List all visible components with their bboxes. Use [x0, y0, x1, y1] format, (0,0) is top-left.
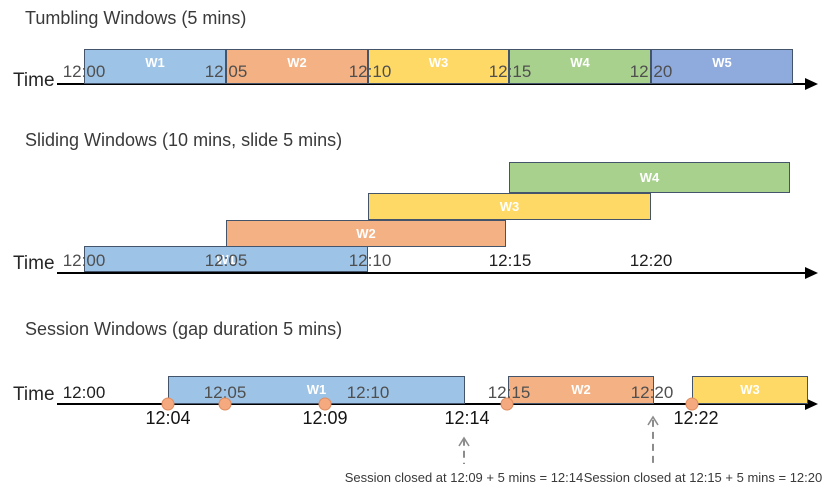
time-tick-label: 12:05 — [204, 251, 248, 270]
time-axis-label: Time — [13, 253, 55, 274]
event-time-label: 12:04 — [145, 408, 191, 428]
time-tick-label: 12:00 — [62, 383, 106, 402]
window-box: W5 — [651, 49, 793, 84]
window-box: W4 — [509, 49, 651, 84]
time-tick-label: 12:10 — [346, 383, 390, 402]
time-tick-label: 12:15 — [487, 383, 531, 402]
time-tick-label: 12:20 — [630, 383, 674, 402]
timeline-arrowhead-icon — [805, 267, 818, 279]
window-label: W4 — [570, 55, 590, 70]
time-tick-label: 12:10 — [348, 62, 392, 81]
sliding-section-title: Sliding Windows (10 mins, slide 5 mins) — [25, 130, 343, 150]
window-label: W3 — [428, 55, 449, 70]
event-dot — [318, 397, 332, 411]
session-closed-note: Session closed at 12:09 + 5 mins = 12:14 — [344, 470, 584, 485]
session-closed-note: Session closed at 12:15 + 5 mins = 12:20 — [583, 470, 823, 485]
event-time-label: 12:14 — [444, 408, 490, 428]
window-box: W3 — [368, 193, 651, 220]
timeline-arrowhead-icon — [805, 398, 818, 410]
timeline-arrowhead-icon — [805, 78, 818, 90]
window-box: W3 — [692, 376, 808, 404]
time-axis-label: Time — [13, 384, 55, 405]
session-section-title: Session Windows (gap duration 5 mins) — [25, 319, 343, 339]
window-box: W2 — [226, 220, 506, 247]
time-tick-label: 12:00 — [62, 62, 106, 81]
window-label: W4 — [639, 170, 660, 185]
window-box: W3 — [368, 49, 509, 84]
window-label: W2 — [287, 55, 307, 70]
timeline-line — [57, 403, 807, 405]
time-tick-label: 12:15 — [488, 62, 532, 81]
event-dot — [500, 397, 514, 411]
window-label: W1 — [216, 251, 236, 267]
time-axis-label: Time — [13, 70, 55, 91]
event-time-label: 12:09 — [302, 408, 348, 428]
time-tick-label: 12:15 — [488, 251, 532, 270]
event-dot — [685, 397, 699, 411]
time-tick-label: 12:05 — [204, 62, 248, 81]
window-box: W1 — [168, 376, 465, 404]
up-arrow-icon — [456, 436, 472, 464]
time-tick-label: 12:10 — [348, 251, 392, 270]
window-box: W1 — [84, 246, 368, 272]
window-box: W2 — [508, 376, 654, 404]
time-tick-label: 12:20 — [629, 251, 673, 270]
timeline-line — [57, 272, 807, 274]
window-label: W3 — [740, 382, 760, 397]
window-box: W1 — [84, 49, 226, 84]
tumbling-section-title: Tumbling Windows (5 mins) — [25, 8, 247, 28]
time-tick-label: 12:20 — [629, 62, 673, 81]
time-tick-label: 12:00 — [62, 251, 106, 270]
window-label: W2 — [356, 226, 376, 241]
up-arrow-icon — [645, 415, 661, 464]
event-dot — [218, 397, 232, 411]
window-label: W5 — [712, 55, 732, 70]
window-box: W2 — [226, 49, 368, 84]
event-dot — [161, 397, 175, 411]
event-time-label: 12:22 — [673, 408, 719, 428]
window-label: W3 — [499, 199, 520, 214]
time-tick-label: 12:05 — [203, 383, 247, 402]
window-box: W4 — [509, 162, 790, 193]
window-label: W1 — [306, 382, 327, 397]
window-label: W1 — [145, 55, 165, 70]
timeline-line — [57, 83, 807, 85]
window-label: W2 — [571, 382, 591, 397]
